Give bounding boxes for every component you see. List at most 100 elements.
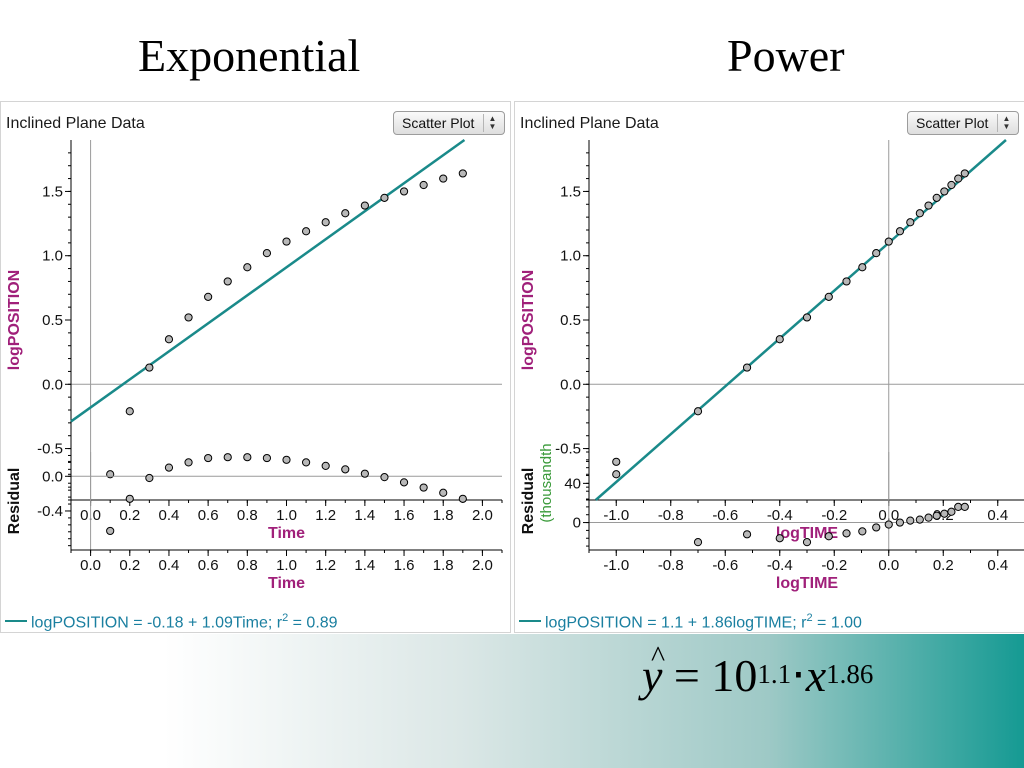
x-tick-label: 0.4 <box>159 507 180 524</box>
data-point <box>419 180 428 190</box>
formula-base: 10 <box>711 650 758 701</box>
x-tick-label: 1.2 <box>315 557 336 574</box>
data-point <box>924 201 933 210</box>
y-hat-symbol: ^ y <box>642 640 665 701</box>
x-tick-label: 1.0 <box>276 557 297 574</box>
data-point <box>775 335 784 344</box>
data-point <box>802 538 812 547</box>
y-axis-subtitle: (thousandth <box>538 443 555 522</box>
data-point <box>360 469 369 478</box>
data-point <box>872 523 881 532</box>
data-point <box>184 313 193 322</box>
y-tick-label: 0.0 <box>42 376 63 393</box>
data-point <box>125 494 134 503</box>
formula-x-exponent: 1.86 <box>826 659 874 689</box>
data-point <box>360 201 369 210</box>
x-tick-label: -0.2 <box>821 557 847 574</box>
data-point <box>775 534 784 543</box>
plot-type-selector[interactable]: Scatter Plot ▲ ▼ <box>393 111 505 135</box>
equation-text: logPOSITION = -0.18 + 1.09Time; r <box>31 614 283 632</box>
data-point <box>612 457 621 466</box>
x-tick-label: -0.4 <box>767 507 793 524</box>
data-point <box>164 463 174 472</box>
y-tick-label: 1.5 <box>560 183 581 200</box>
x-axis-title: logTIME <box>776 575 839 592</box>
x-tick-label: 0.2 <box>933 557 954 574</box>
data-point <box>301 227 311 236</box>
data-point <box>282 455 291 464</box>
data-point <box>439 174 448 183</box>
data-point <box>204 292 213 301</box>
x-tick-label: -0.8 <box>658 557 684 574</box>
plot-type-selector[interactable]: Scatter Plot ▲ ▼ <box>907 111 1019 135</box>
data-point <box>895 518 905 527</box>
data-point <box>184 458 193 467</box>
panel-title: Inclined Plane Data <box>520 115 659 132</box>
data-point <box>895 227 905 236</box>
x-tick-label: -0.2 <box>821 507 847 524</box>
up-down-arrows-icon: ▲ ▼ <box>483 114 501 132</box>
power-charts: -0.5 0.0 0.5 1.0 1.5 -1.0 -0.8 -0.6 -0.4 -0.2 0.0 0… <box>520 139 1024 592</box>
x-tick-label: 0.2 <box>119 557 140 574</box>
plot-type-label: Scatter Plot <box>916 115 989 131</box>
x-tick-label: 0.4 <box>987 557 1008 574</box>
data-point <box>458 169 467 178</box>
data-point <box>399 187 409 196</box>
data-point <box>858 527 867 536</box>
y-tick-label: 1.0 <box>42 248 63 265</box>
y-tick-label: 0.5 <box>42 312 63 329</box>
data-point <box>947 507 956 516</box>
x-tick-label: 0.8 <box>237 557 258 574</box>
data-point <box>872 249 881 258</box>
x-tick-label: 1.0 <box>276 507 297 524</box>
y-tick-label: 0.0 <box>42 468 63 485</box>
x-tick-label: 0.6 <box>198 507 219 524</box>
equation-superscript: 2 <box>806 612 813 624</box>
x-tick-label: -1.0 <box>603 557 629 574</box>
y-tick-label: 0.0 <box>560 376 581 393</box>
y-tick-label: 0.5 <box>560 312 581 329</box>
y-axis-title: Residual <box>520 468 537 535</box>
data-point <box>262 453 272 463</box>
equation-text: logPOSITION = 1.1 + 1.86logTIME; r <box>545 614 807 632</box>
exponential-fit-equation: logPOSITION = -0.18 + 1.09Time; r2 = 0.8… <box>5 612 338 632</box>
x-tick-label: 0.0 <box>878 557 899 574</box>
x-axis-title: Time <box>268 525 305 542</box>
data-point <box>321 461 330 470</box>
equation-r2: = 1.00 <box>812 614 862 632</box>
data-point <box>924 513 933 522</box>
data-point <box>915 209 924 218</box>
data-point <box>915 515 924 524</box>
data-point <box>106 526 115 536</box>
data-point <box>243 263 252 272</box>
data-point <box>145 473 154 483</box>
data-point <box>458 494 467 503</box>
y-tick-label: -0.4 <box>37 503 63 520</box>
data-point <box>223 277 232 286</box>
y-tick-label: 40 <box>564 475 581 492</box>
power-model-formula: ^ y = 101.1⋅x1.86 <box>642 640 874 704</box>
formula-x: x <box>805 650 827 701</box>
data-point <box>858 263 867 272</box>
data-point <box>742 363 752 372</box>
equation-r2: = 0.89 <box>288 614 338 632</box>
data-point <box>301 458 311 467</box>
x-tick-label: 1.4 <box>354 507 375 524</box>
data-point <box>693 538 703 547</box>
data-point <box>932 193 941 202</box>
data-point <box>341 465 350 474</box>
data-point <box>824 532 833 541</box>
data-point <box>932 511 941 520</box>
data-point <box>145 363 154 372</box>
data-point <box>802 313 812 322</box>
data-point <box>341 209 350 218</box>
data-point <box>906 218 915 227</box>
data-point <box>243 453 252 462</box>
data-point <box>947 180 956 190</box>
y-tick-label: 1.5 <box>42 183 63 200</box>
data-point <box>612 470 621 479</box>
x-tick-label: -1.0 <box>603 507 629 524</box>
x-tick-label: -0.8 <box>658 507 684 524</box>
x-tick-label: 0.8 <box>237 507 258 524</box>
y-tick-label: -0.5 <box>555 441 581 458</box>
